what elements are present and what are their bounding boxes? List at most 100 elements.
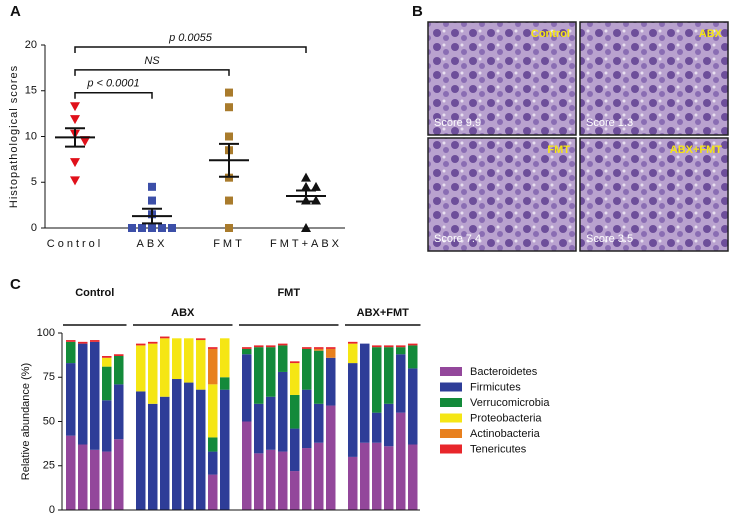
bar-segment <box>372 442 382 510</box>
bar-segment <box>196 389 206 510</box>
data-point <box>168 224 176 232</box>
bar-segment <box>326 347 336 349</box>
legend-swatch <box>440 398 462 407</box>
bar-segment <box>302 348 312 390</box>
group-label: Control <box>75 287 114 299</box>
bar-segment <box>302 389 312 449</box>
data-point <box>225 132 233 141</box>
legend-label: Tenericutes <box>470 443 527 455</box>
y-tick-label: 75 <box>43 371 55 383</box>
data-point <box>70 115 80 125</box>
bar-segment <box>360 442 370 510</box>
bar-segment <box>136 391 146 510</box>
y-tick-label: 25 <box>43 460 55 472</box>
bar-segment <box>408 343 418 346</box>
data-point <box>225 88 233 97</box>
panel-label: A <box>10 3 21 20</box>
legend-swatch <box>440 429 462 438</box>
histology-image <box>427 137 577 252</box>
bar-segment <box>326 348 336 358</box>
bar-segment <box>102 451 112 510</box>
bar-segment <box>160 336 170 339</box>
bar-segment <box>196 338 206 341</box>
significance-label: NS <box>144 55 160 67</box>
bar-segment <box>314 442 324 510</box>
bar-segment <box>78 444 88 510</box>
bar-segment <box>372 412 382 443</box>
bar-segment <box>266 345 276 348</box>
image-label: ABX+FMT <box>670 144 723 156</box>
bar-segment <box>208 348 218 385</box>
data-point <box>70 158 80 168</box>
legend-label: Verrucomicrobia <box>470 397 550 409</box>
bar-segment <box>160 396 170 510</box>
bar-segment <box>278 343 288 346</box>
bar-segment <box>242 421 252 510</box>
bar-segment <box>66 435 76 510</box>
bar-segment <box>254 345 264 348</box>
image-score: Score 9.9 <box>434 117 481 129</box>
data-point <box>301 172 311 182</box>
bar-segment <box>102 357 112 367</box>
bar-segment <box>184 338 194 383</box>
group-label: ABX <box>171 307 195 319</box>
bar-segment <box>326 357 336 406</box>
panel-label: B <box>412 3 423 20</box>
data-point <box>148 224 156 232</box>
bar-segment <box>302 347 312 349</box>
image-label: ABX <box>699 28 723 40</box>
data-point <box>225 103 233 112</box>
bar-segment <box>102 356 112 358</box>
bar-segment <box>220 389 230 510</box>
panel-label: C <box>10 276 21 293</box>
bar-segment <box>384 446 394 510</box>
bar-segment <box>290 363 300 395</box>
bar-segment <box>208 347 218 349</box>
bar-segment <box>102 400 112 452</box>
image-label: Control <box>531 28 570 40</box>
bar-segment <box>348 363 358 457</box>
legend-swatch <box>440 367 462 376</box>
histology-image <box>579 21 729 136</box>
bar-segment <box>290 471 300 510</box>
x-tick-label: FMT <box>213 238 245 250</box>
histology-image <box>427 21 577 136</box>
data-point <box>80 137 90 147</box>
bar-segment <box>78 341 88 344</box>
bar-segment <box>242 354 252 422</box>
bar-segment <box>90 449 100 510</box>
bar-segment <box>314 347 324 349</box>
bar-segment <box>66 341 76 364</box>
bar-segment <box>408 368 418 445</box>
bar-segment <box>172 338 182 380</box>
bar-segment <box>384 345 394 348</box>
significance-label: p 0.0055 <box>168 32 213 44</box>
bar-segment <box>278 451 288 510</box>
data-point <box>301 223 311 232</box>
bar-segment <box>160 338 170 397</box>
bar-segment <box>290 428 300 472</box>
significance-bracket <box>74 69 230 76</box>
legend-label: Bacteroidetes <box>470 366 538 378</box>
bar-segment <box>148 343 158 404</box>
bar-segment <box>254 403 264 454</box>
significance-bracket <box>74 46 307 53</box>
bar-segment <box>136 343 146 346</box>
data-point <box>128 224 136 232</box>
data-point <box>70 176 80 186</box>
bar-segment <box>372 347 382 413</box>
bar-segment <box>348 343 358 364</box>
bar-segment <box>114 439 124 510</box>
group-label: FMT <box>277 287 300 299</box>
bar-segment <box>136 345 146 392</box>
x-tick-label: ABX <box>136 238 167 250</box>
bar-segment <box>278 345 288 372</box>
data-point <box>225 196 233 205</box>
bar-segment <box>408 345 418 369</box>
bar-segment <box>372 345 382 348</box>
y-tick-label: 0 <box>31 222 37 234</box>
bar-segment <box>242 348 252 355</box>
legend-label: Proteobacteria <box>470 412 542 424</box>
bar-segment <box>114 354 124 357</box>
y-axis-title: Histopathological scores <box>8 65 20 208</box>
